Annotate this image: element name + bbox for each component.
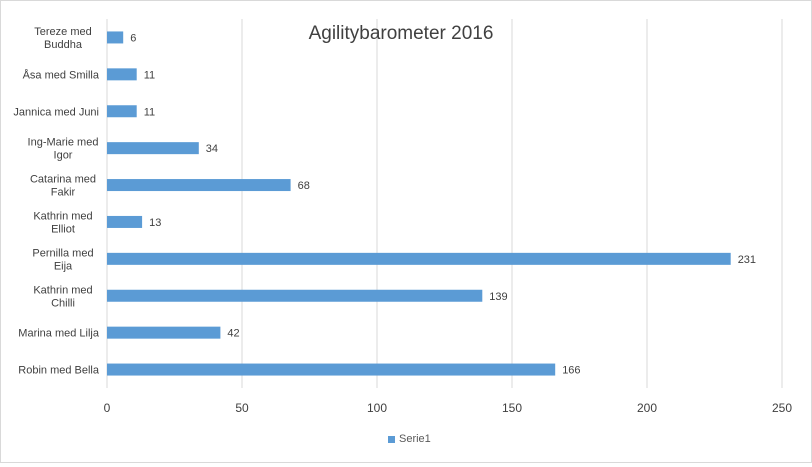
legend-swatch: [388, 435, 395, 443]
data-label: 11: [144, 69, 155, 81]
data-label: 166: [562, 365, 580, 377]
category-label: Tereze med Buddha: [34, 26, 91, 51]
category-label: Catarina med Fakir: [30, 174, 96, 199]
category-label: Kathrin med Elliot: [33, 210, 92, 235]
bar: [107, 105, 137, 118]
category-label: Åsa med Smilla: [23, 68, 100, 81]
bar: [107, 215, 143, 228]
bar: [107, 179, 291, 192]
category-label: Kathrin med Chilli: [33, 284, 92, 309]
x-tick-label: 0: [104, 401, 111, 415]
data-label: 231: [738, 254, 756, 266]
data-label: 68: [298, 180, 310, 192]
bar: [107, 31, 124, 44]
legend: Serie1: [388, 433, 431, 445]
category-label: Robin med Bella: [18, 365, 100, 377]
bar: [107, 252, 731, 265]
bar: [107, 68, 137, 81]
legend-label: Serie1: [399, 433, 431, 445]
x-tick-label: 200: [637, 401, 657, 415]
bar: [107, 142, 199, 155]
bar: [107, 363, 556, 376]
category-label: Marina med Lilja: [18, 328, 100, 340]
data-label: 34: [206, 143, 218, 155]
x-tick-label: 250: [772, 401, 792, 415]
data-label: 11: [144, 106, 155, 118]
category-label: Jannica med Juni: [13, 106, 99, 118]
data-label: 13: [149, 217, 161, 229]
data-label: 6: [130, 32, 136, 44]
x-tick-label: 100: [367, 401, 387, 415]
chart-title: Agilitybarometer 2016: [309, 23, 494, 44]
data-label: 42: [227, 328, 239, 340]
x-tick-label: 150: [502, 401, 522, 415]
data-label: 139: [489, 291, 507, 303]
category-label: Ing-Marie med Igor: [28, 137, 99, 162]
bar: [107, 326, 221, 339]
category-label: Pernilla med Eija: [32, 247, 93, 272]
bar: [107, 289, 483, 302]
x-tick-label: 50: [235, 401, 249, 415]
